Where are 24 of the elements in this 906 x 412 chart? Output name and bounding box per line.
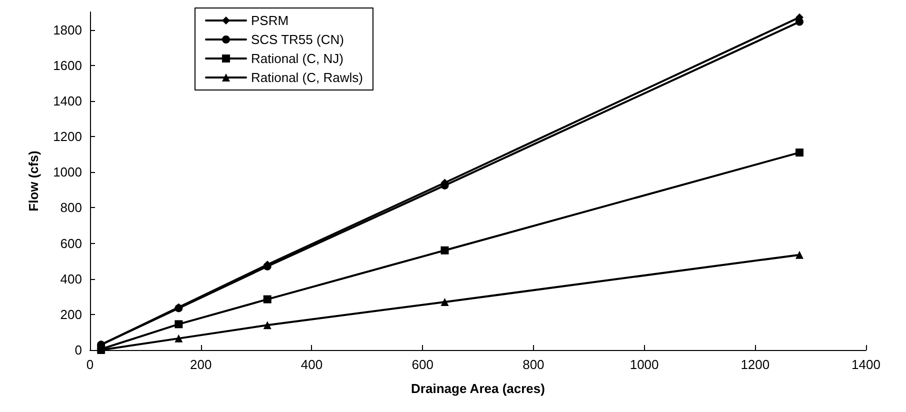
y-tick-label: 0 xyxy=(74,342,82,358)
y-tick-label: 1600 xyxy=(53,58,82,73)
y-tick-label: 1200 xyxy=(53,129,82,144)
y-tick-label: 1400 xyxy=(53,93,82,108)
x-tick-label: 600 xyxy=(412,357,434,372)
legend-label: PSRM xyxy=(251,13,289,28)
y-tick-label: 400 xyxy=(60,271,82,286)
y-axis-title: Flow (cfs) xyxy=(26,150,41,212)
x-tick-label: 1200 xyxy=(740,357,770,372)
x-tick-label: 1000 xyxy=(630,357,659,372)
x-tick-label: 800 xyxy=(522,357,544,372)
y-tick-label: 1800 xyxy=(53,22,82,38)
x-tick-label: 0 xyxy=(86,357,94,372)
legend-label: Rational (C, NJ) xyxy=(251,51,344,66)
legend-label: SCS TR55 (CN) xyxy=(251,32,344,47)
x-tick-label: 1400 xyxy=(852,357,880,372)
y-tick-label: 1000 xyxy=(53,164,82,180)
legend-label: Rational (C, Rawls) xyxy=(251,70,363,85)
x-tick-label: 200 xyxy=(190,357,212,372)
y-tick-label: 200 xyxy=(60,306,82,322)
y-tick-label: 800 xyxy=(60,200,82,216)
x-axis-title: Drainage Area (acres) xyxy=(411,381,545,396)
x-tick-label: 400 xyxy=(300,357,323,372)
y-tick-label: 600 xyxy=(60,236,82,251)
